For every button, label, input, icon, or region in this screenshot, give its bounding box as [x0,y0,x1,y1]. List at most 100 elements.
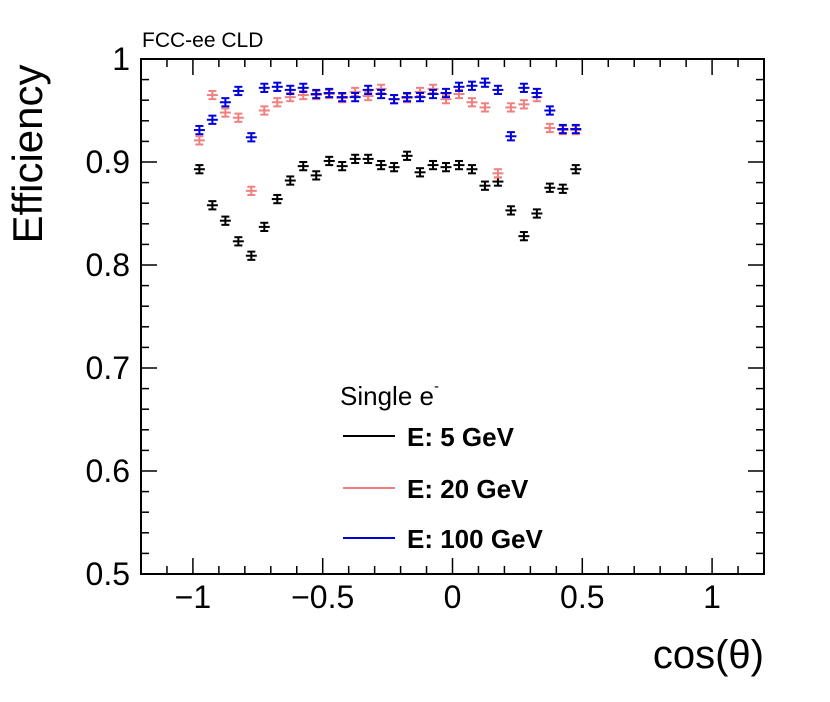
data-point [232,236,244,247]
data-point [284,175,296,186]
data-point [557,123,569,135]
data-point [375,159,387,171]
data-point [245,132,257,143]
x-tick-label: −1 [175,579,211,615]
data-point [453,159,465,171]
data-point [492,176,504,187]
data-point [245,185,257,196]
data-point [492,168,504,179]
data-point [206,89,218,101]
x-tick-label: −0.5 [291,579,354,615]
data-point [440,162,452,173]
data-point [271,193,283,205]
data-point [427,88,439,100]
y-tick-label: 0.9 [86,144,130,180]
data-point [505,131,517,142]
x-tick-label: 0.5 [560,579,604,615]
data-point [375,88,387,100]
data-point [479,180,491,191]
data-point [466,97,478,108]
data-point [557,183,569,194]
data-point [310,170,322,181]
data-point [401,150,413,161]
y-tick-label: 0.6 [86,453,130,489]
data-point [414,91,426,103]
data-point [219,215,231,226]
data-point [258,82,270,93]
data-point [310,88,322,100]
data-point [505,102,517,113]
data-point [362,84,374,96]
data-point [414,167,426,178]
data-point [427,83,439,94]
data-point [492,84,504,96]
data-point [466,80,478,91]
data-point [206,114,218,125]
data-point [427,159,439,171]
data-point [388,162,400,173]
data-point [362,153,374,165]
data-point [284,84,296,96]
data-point [297,82,309,93]
y-tick-label: 0.8 [86,247,130,283]
data-point [193,135,205,146]
data-point [440,87,452,99]
data-point [232,85,244,97]
x-tick-label: 1 [703,579,721,615]
data-point [479,77,491,88]
legend-label: E: 100 GeV [407,524,544,554]
data-point [206,200,218,211]
data-point [518,82,530,93]
series-2 [193,83,582,196]
experiment-label: FCC-ee CLD [142,29,263,52]
data-point [388,94,400,105]
data-point [544,122,556,134]
data-point [349,91,361,103]
data-point [219,107,231,118]
y-tick-label: 0.5 [86,556,130,592]
data-point [518,99,530,110]
y-tick-label: 0.7 [86,350,130,386]
data-point [336,161,348,172]
series-1 [193,150,582,261]
legend-title: Single e- [340,378,439,411]
data-point [570,123,582,135]
y-axis-label: Efficiency [4,65,51,244]
data-point [258,105,270,116]
data-series [193,77,582,261]
data-point [258,221,270,233]
data-point [323,87,335,99]
data-point [453,81,465,92]
legend-label: E: 20 GeV [407,474,529,504]
legend-label: E: 5 GeV [407,422,515,452]
y-tick-label: 1 [112,41,130,77]
data-point [505,205,517,216]
data-point [271,81,283,92]
data-point [193,164,205,175]
data-point [219,97,231,108]
data-point [323,155,335,167]
axis-ticks [140,58,765,575]
data-point [544,182,556,193]
data-point [466,164,478,175]
data-point [479,102,491,113]
data-point [544,105,556,116]
data-point [349,153,361,165]
data-point [271,97,283,108]
axis-tick-labels: −1 −0.5 0 0.5 1 0.5 0.6 0.7 0.8 0.9 1 [86,41,721,615]
data-point [297,161,309,172]
data-point [401,91,413,103]
data-point [336,91,348,103]
x-axis-label: cos(θ) [653,633,764,677]
data-point [518,231,530,242]
data-point [193,124,205,136]
data-point [570,164,582,175]
data-point [232,112,244,123]
series-3 [193,77,582,143]
data-point [245,250,257,261]
legend: Single e- E: 5 GeV E: 20 GeV E: 100 GeV [340,378,544,554]
x-tick-label: 0 [444,579,462,615]
data-point [531,208,543,219]
data-point [531,87,543,99]
